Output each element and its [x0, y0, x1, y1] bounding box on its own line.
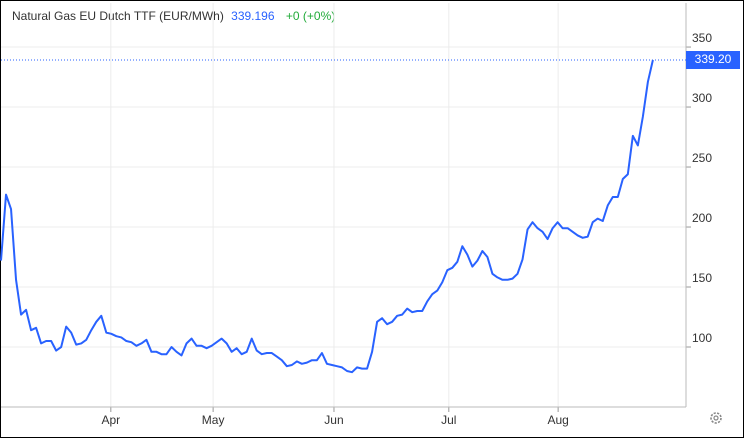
x-tick-label: Apr: [101, 413, 120, 427]
x-tick-label: Jul: [441, 413, 456, 427]
y-tick-label: 150: [692, 271, 712, 285]
y-tick-label: 200: [692, 211, 712, 225]
price-line: [0, 59, 654, 374]
y-tick-label: 250: [692, 151, 712, 165]
change: +0 (+0%): [286, 9, 335, 23]
chart-title: Natural Gas EU Dutch TTF (EUR/MWh): [12, 9, 224, 23]
last-price-label: 339.20: [695, 52, 732, 66]
price: 339.196: [231, 9, 275, 23]
last-price-box: [686, 50, 740, 69]
y-tick-label: 350: [692, 31, 712, 45]
settings-icon[interactable]: [710, 412, 722, 424]
x-tick-label: May: [202, 413, 225, 427]
y-tick-label: 300: [692, 91, 712, 105]
chart-header: Natural Gas EU Dutch TTF (EUR/MWh) 339.1…: [12, 9, 335, 23]
x-tick-label: Aug: [547, 413, 568, 427]
x-tick-label: Jun: [324, 413, 343, 427]
y-tick-label: 100: [692, 331, 712, 345]
